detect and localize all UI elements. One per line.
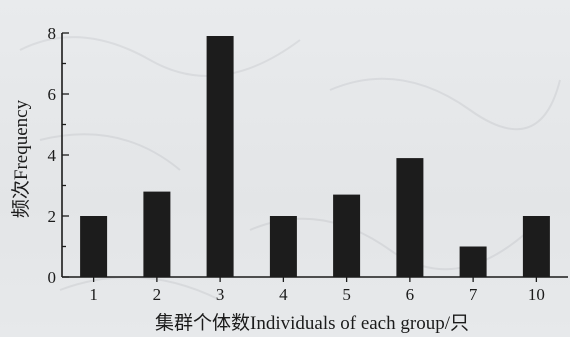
y-axis-title: 频次Frequency [10, 99, 32, 218]
y-axis-ticks [62, 32, 69, 278]
y-tick-label-0: 0 [48, 268, 57, 287]
bar-2 [143, 191, 171, 277]
y-tick-label-4: 4 [48, 146, 57, 165]
x-axis-title: 集群个体数Individuals of each group/只 [155, 312, 469, 334]
bar-4 [269, 216, 297, 277]
bar-3 [206, 36, 234, 277]
bar-1 [80, 216, 108, 277]
bar-5 [333, 194, 361, 277]
bar-6 [396, 158, 424, 277]
x-axis-tick-labels: 1 2 3 4 5 6 7 10 [89, 285, 545, 304]
bar-series [80, 36, 550, 277]
x-tick-label-6: 6 [406, 285, 415, 304]
x-tick-label-2: 2 [153, 285, 162, 304]
y-tick-label-2: 2 [48, 207, 57, 226]
y-tick-label-8: 8 [48, 24, 57, 43]
x-tick-label-4: 4 [279, 285, 288, 304]
x-tick-label-5: 5 [342, 285, 351, 304]
x-tick-label-3: 3 [216, 285, 225, 304]
bar-7 [459, 246, 487, 277]
x-axis-ticks [92, 277, 538, 282]
x-tick-label-1: 1 [89, 285, 98, 304]
x-tick-label-10: 10 [528, 285, 545, 304]
bar-10 [522, 216, 550, 277]
y-tick-label-6: 6 [48, 85, 57, 104]
y-axis-tick-labels: 0 2 4 6 8 [48, 24, 57, 287]
x-tick-label-7: 7 [469, 285, 478, 304]
